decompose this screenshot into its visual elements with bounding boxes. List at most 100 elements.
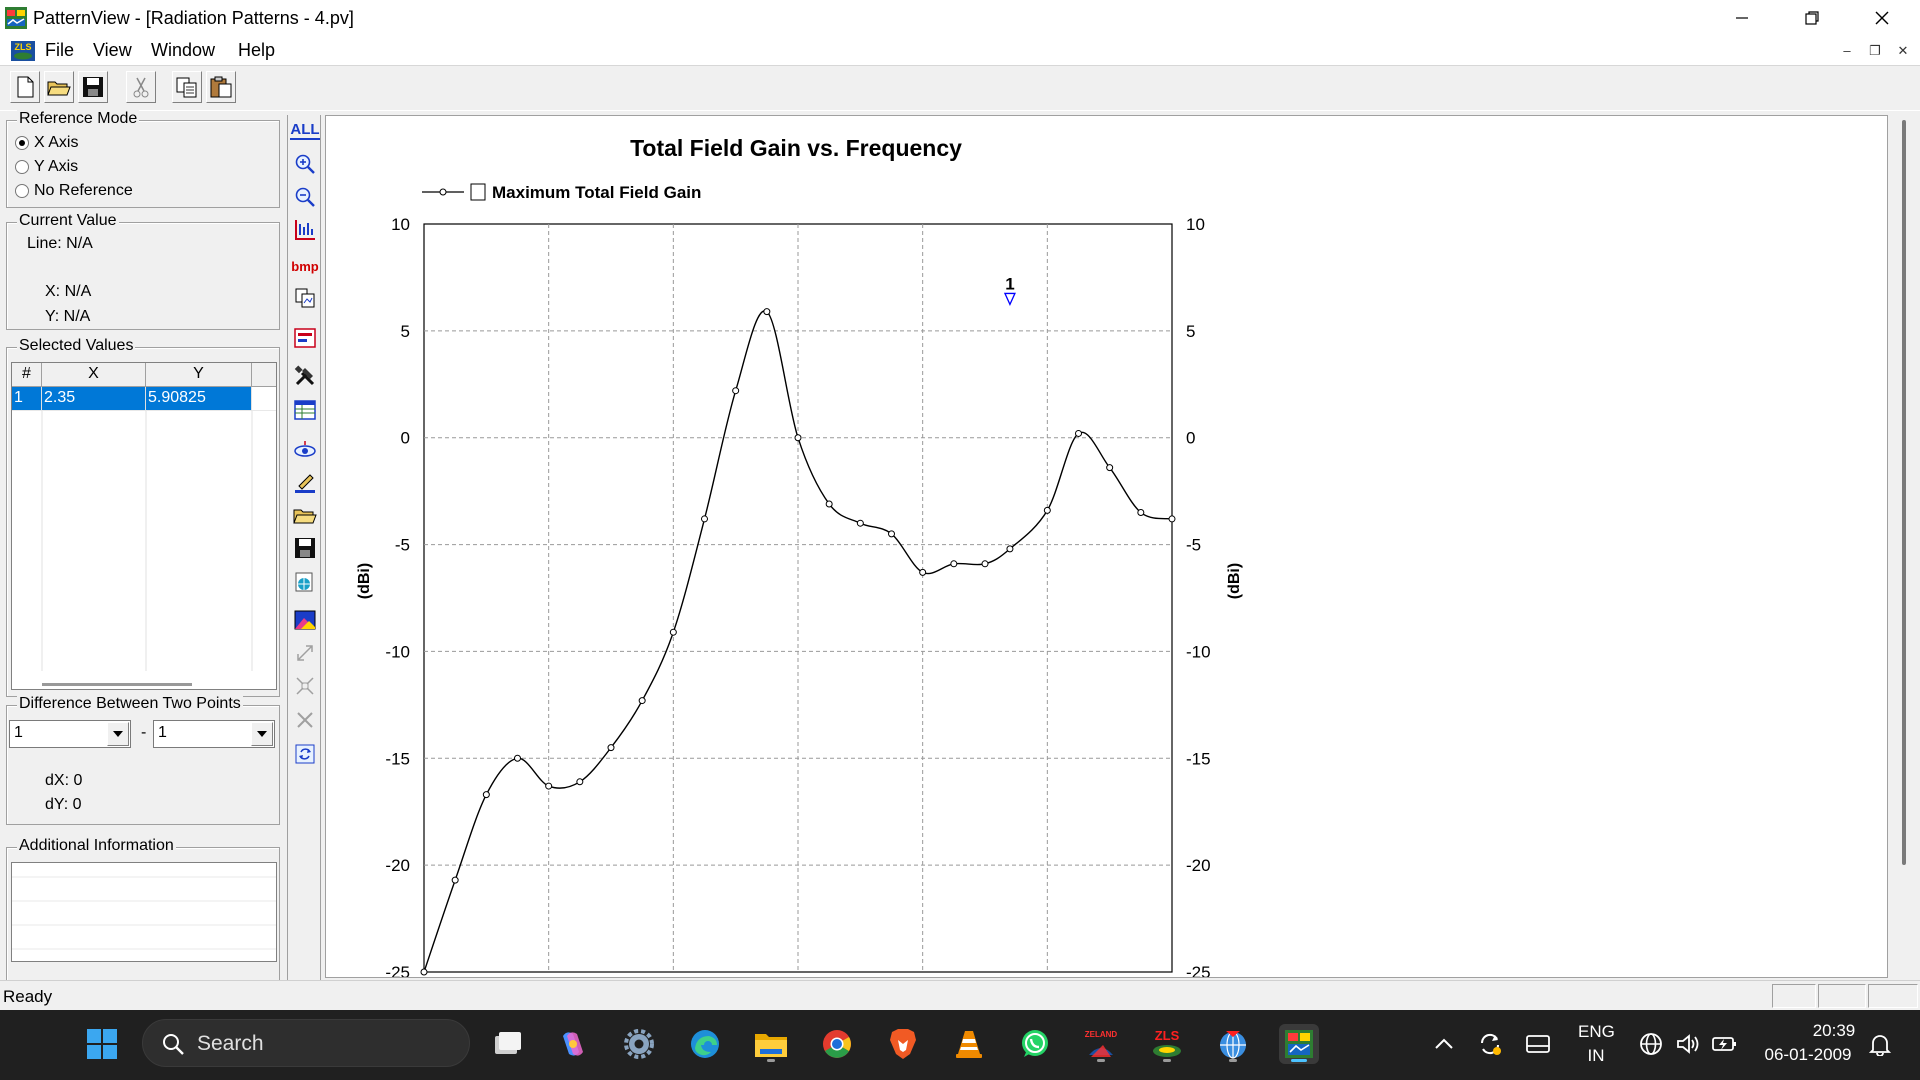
radio-x-axis-label: X Axis [34,134,79,151]
zls-button[interactable]: ZLS [1147,1024,1187,1064]
expand-button[interactable] [290,638,320,668]
draw-line-button[interactable] [290,467,320,497]
vlc-button[interactable] [949,1024,989,1064]
y-tick-label-right: -25 [1186,963,1211,977]
fit-button[interactable] [290,671,320,701]
column-header-y[interactable]: Y [146,363,252,387]
status-pane [1818,984,1866,1008]
delete-button[interactable] [290,705,320,735]
active-indicator [1291,1059,1307,1062]
marker-triangle [1003,292,1016,307]
menu-window[interactable]: Window [151,40,216,60]
table-horizontal-scrollbar[interactable] [42,683,192,686]
copy-plot-button[interactable] [290,283,320,313]
zoom-out-button[interactable] [290,182,320,212]
taskbar-search-box[interactable]: Search [142,1019,470,1067]
scrollbar-thumb[interactable] [1902,120,1906,865]
settings-button[interactable] [619,1024,659,1064]
plot-properties-button[interactable] [290,323,320,353]
open-data-button[interactable] [290,500,320,530]
plot-vertical-scrollbar[interactable] [1888,115,1920,978]
copilot-button[interactable] [553,1024,593,1064]
plot-area[interactable]: Total Field Gain vs. Frequency Maximum T… [325,115,1888,978]
menu-view[interactable]: View [93,40,132,60]
language-bottom[interactable]: IN [1587,1046,1605,1065]
table-row[interactable]: 1 2.35 5.90825 [12,387,276,411]
row-index-cell: 1 [12,387,42,411]
point-b-select[interactable]: 1 [153,720,275,748]
sync-tray-button[interactable] [1470,1024,1510,1064]
menu-file[interactable]: File [45,40,75,60]
refresh-button[interactable] [290,739,320,769]
language-top[interactable]: ENG [1578,1022,1615,1041]
settings-tools-button[interactable] [290,361,320,391]
display-tray-button[interactable] [1518,1024,1558,1064]
bmp-label: bmp [291,258,319,274]
y-tick-label-left: -5 [395,536,410,555]
show-hidden-icons-button[interactable] [1424,1024,1464,1064]
selected-values-table[interactable]: # X Y 1 2.35 5.90825 [11,362,277,690]
radio-y-axis[interactable]: Y Axis [15,158,78,176]
dropdown-button[interactable] [107,722,129,746]
whatsapp-button[interactable] [1015,1024,1055,1064]
close-button[interactable] [1852,0,1912,36]
volume-tray-button[interactable] [1668,1024,1708,1064]
radio-no-reference[interactable]: No Reference [15,182,133,200]
speaker-icon [1677,1034,1699,1054]
status-bar: Ready [0,980,1920,1010]
column-header-index[interactable]: # [12,363,42,387]
notifications-button[interactable] [1860,1024,1900,1064]
save-data-button[interactable] [290,533,320,563]
clock-date[interactable]: 06-01-2009 [1764,1045,1852,1064]
patternview-app-icon[interactable] [4,6,28,30]
vlc-cone-icon [956,1031,982,1058]
image-view-button[interactable] [290,605,320,635]
start-button[interactable] [82,1024,122,1064]
copilot-icon [563,1032,583,1056]
legend-checkbox[interactable] [470,183,486,201]
data-point [420,968,428,976]
mdi-restore-button[interactable]: ❐ [1869,43,1881,58]
clock-time[interactable]: 20:39 [1812,1021,1856,1040]
new-button[interactable] [10,71,40,103]
mdi-close-button[interactable]: ✕ [1897,43,1909,58]
mdi-minimize-button[interactable]: – [1843,43,1851,58]
restore-button[interactable] [1782,0,1842,36]
zoom-in-button[interactable] [290,149,320,179]
chrome-button[interactable] [817,1024,857,1064]
network-tray-button[interactable] [1631,1024,1671,1064]
data-table-button[interactable] [290,395,320,425]
dropdown-button[interactable] [251,722,273,746]
gain-frequency-chart[interactable]: Total Field Gain vs. Frequency Maximum T… [326,116,1887,977]
view-3d-button[interactable] [290,435,320,465]
open-button[interactable] [44,71,74,103]
point-a-select[interactable]: 1 [9,720,131,748]
zls-document-icon[interactable]: ZLS [10,39,36,63]
task-view-button[interactable] [487,1024,527,1064]
data-point [669,628,677,636]
additional-info-box[interactable] [11,862,277,962]
menu-help[interactable]: Help [238,40,276,60]
show-all-button[interactable]: ALL [290,115,320,145]
brave-button[interactable] [883,1024,923,1064]
export-bmp-button[interactable]: bmp [290,251,320,281]
globe-app-button[interactable] [1213,1024,1253,1064]
copy-button[interactable] [172,71,202,103]
axis-scale-button[interactable] [290,215,320,245]
radio-x-axis[interactable]: X Axis [15,134,78,152]
paste-button[interactable] [206,71,236,103]
edge-button[interactable] [685,1024,725,1064]
battery-tray-button[interactable] [1705,1024,1745,1064]
chart-legend: Maximum Total Field Gain [422,183,701,202]
cut-button[interactable] [126,71,156,103]
file-explorer-button[interactable] [751,1024,791,1064]
selection-markers: 1 [1003,274,1016,307]
zoom-out-icon [295,187,315,207]
patternview-taskbar-button[interactable] [1279,1024,1319,1064]
zeland-button[interactable]: ZELAND [1081,1024,1121,1064]
column-header-x[interactable]: X [42,363,146,387]
web-export-button[interactable] [290,567,320,597]
save-button[interactable] [78,71,108,103]
minimize-button[interactable] [1712,0,1772,36]
running-indicator [1163,1059,1171,1062]
